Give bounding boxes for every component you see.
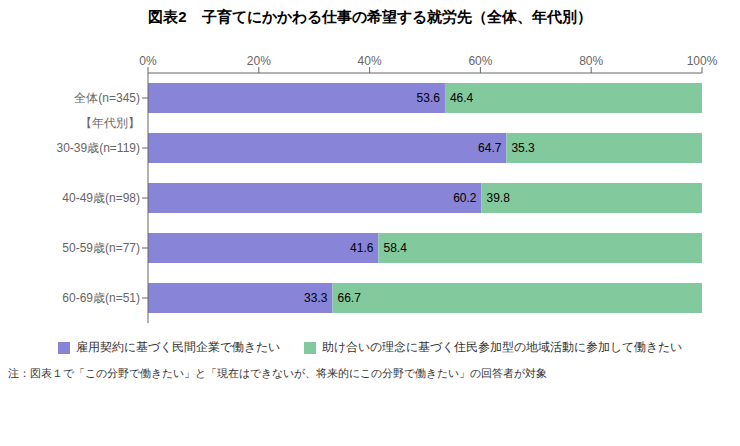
- svg-text:35.3: 35.3: [511, 141, 535, 155]
- svg-text:全体(n=345): 全体(n=345): [74, 91, 140, 105]
- svg-text:100%: 100%: [687, 54, 718, 68]
- svg-text:64.7: 64.7: [478, 141, 502, 155]
- svg-text:40%: 40%: [358, 54, 382, 68]
- svg-text:53.6: 53.6: [417, 91, 441, 105]
- svg-text:【年代別】: 【年代別】: [80, 116, 140, 130]
- html-text:雇用契約に基づく民間企業で働きたい: 雇用契約に基づく民間企業で働きたい: [76, 340, 280, 354]
- html-text:注：図表１で「この分野で働きたい」と「現在はできないが、将来: 注：図表１で「この分野で働きたい」と「現在はできないが、将来的にこの分野で働きた…: [8, 367, 547, 379]
- svg-text:46.4: 46.4: [450, 91, 474, 105]
- svg-text:58.4: 58.4: [383, 241, 407, 255]
- svg-text:60%: 60%: [468, 54, 492, 68]
- svg-text:40-49歳(n=98): 40-49歳(n=98): [62, 191, 140, 205]
- svg-text:80%: 80%: [579, 54, 603, 68]
- svg-text:39.8: 39.8: [487, 191, 511, 205]
- svg-text:60.2: 60.2: [453, 191, 477, 205]
- svg-text:50-59歳(n=77): 50-59歳(n=77): [62, 241, 140, 255]
- svg-text:66.7: 66.7: [337, 291, 361, 305]
- svg-text:60-69歳(n=51): 60-69歳(n=51): [62, 291, 140, 305]
- html-text:助け合いの理念に基づく住民参加型の地域活動に参加して働きたい: 助け合いの理念に基づく住民参加型の地域活動に参加して働きたい: [322, 340, 682, 354]
- svg-text:30-39歳(n=119): 30-39歳(n=119): [57, 141, 141, 155]
- svg-text:41.6: 41.6: [350, 241, 374, 255]
- svg-text:0%: 0%: [139, 54, 157, 68]
- svg-text:33.3: 33.3: [304, 291, 328, 305]
- svg-text:20%: 20%: [247, 54, 271, 68]
- html-text:図表2 子育てにかかわる仕事の希望する就労先（全体、年代別）: 図表2 子育てにかかわる仕事の希望する就労先（全体、年代別）: [148, 8, 592, 25]
